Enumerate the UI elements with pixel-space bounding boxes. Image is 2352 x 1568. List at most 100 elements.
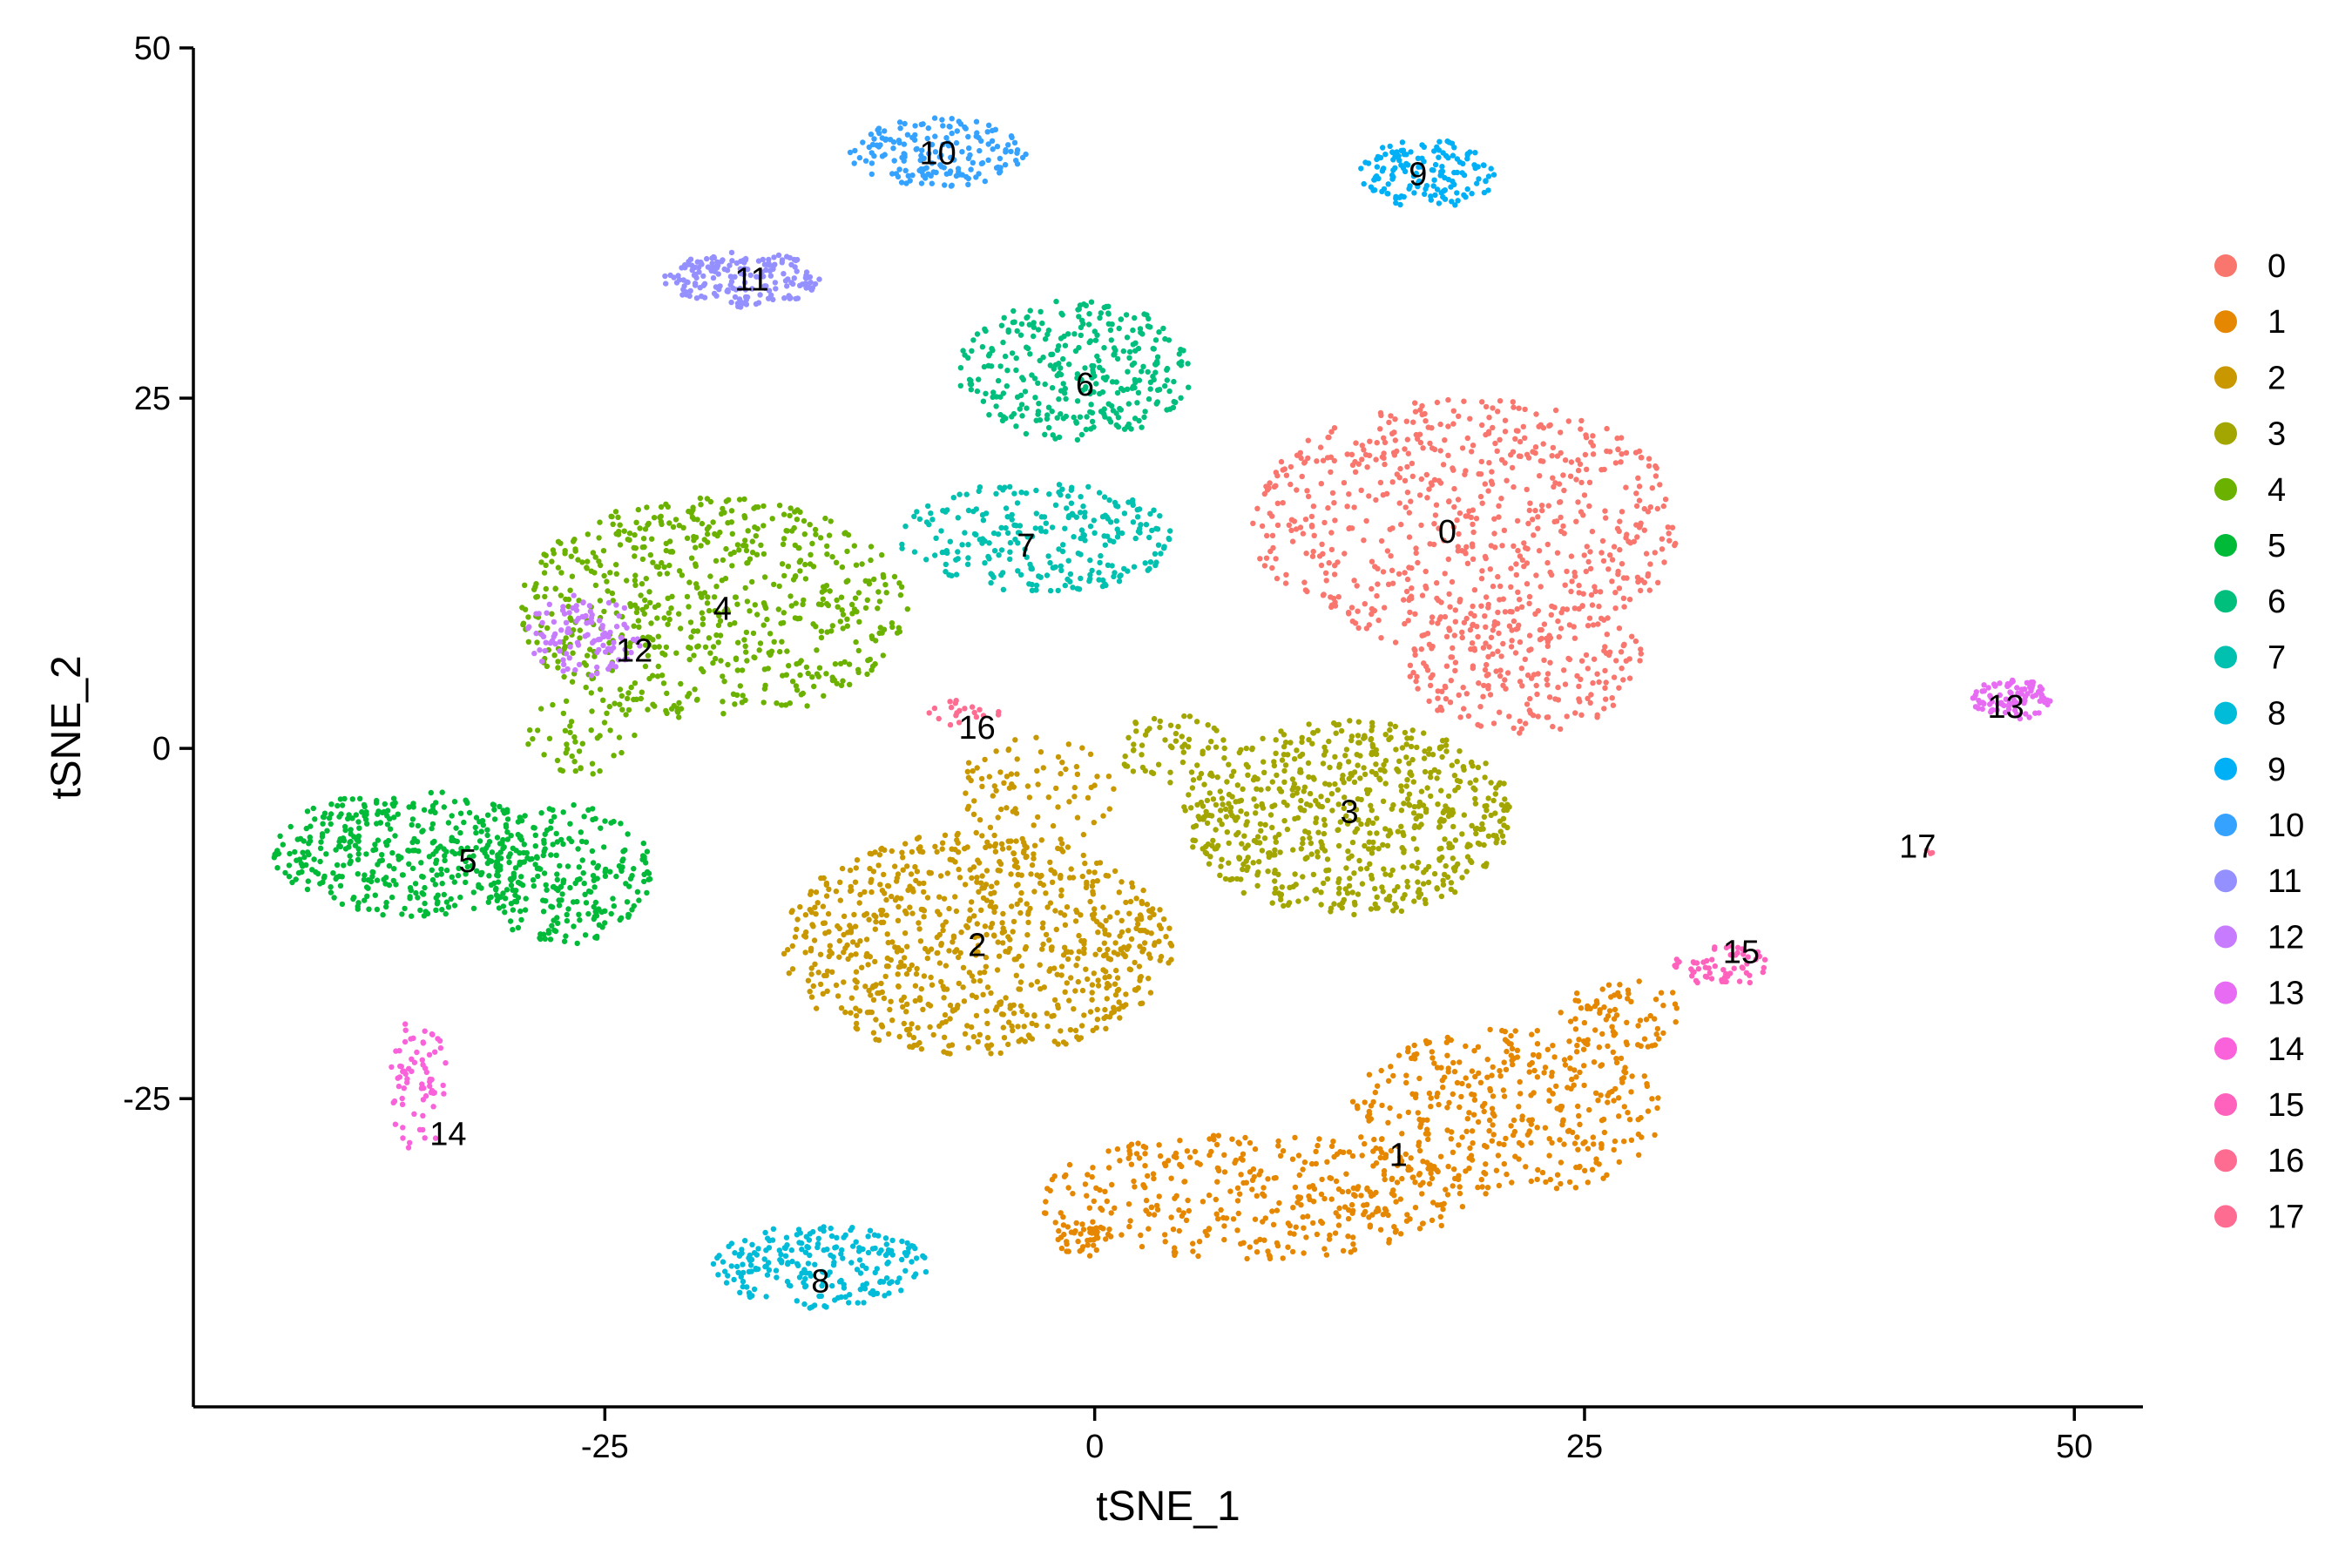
point (443, 899, 450, 905)
point (513, 888, 519, 894)
point (1257, 821, 1264, 828)
point (803, 664, 810, 671)
point (1437, 421, 1443, 428)
point (1006, 845, 1012, 851)
point (1603, 650, 1610, 656)
point (1412, 652, 1418, 658)
point (716, 612, 722, 619)
point (1298, 455, 1304, 462)
point (1470, 521, 1476, 528)
point (1373, 751, 1380, 757)
point (1072, 918, 1079, 924)
point (914, 965, 920, 972)
point (693, 697, 700, 703)
point (1151, 1212, 1158, 1218)
point (1497, 1068, 1503, 1074)
point (1568, 553, 1575, 559)
point (1021, 1024, 1027, 1030)
point (998, 322, 1005, 328)
point (341, 862, 347, 868)
point (639, 634, 646, 641)
point (1022, 946, 1029, 952)
point (642, 597, 648, 604)
point (1091, 1198, 1098, 1205)
point (601, 844, 607, 850)
point (1377, 426, 1383, 432)
point (542, 593, 548, 600)
point (1332, 603, 1339, 609)
point (1010, 319, 1017, 326)
point (1465, 713, 1472, 720)
point (1456, 1173, 1462, 1179)
point (964, 768, 971, 774)
point (1560, 472, 1566, 478)
point (1361, 537, 1367, 544)
point (1080, 831, 1087, 838)
point (1483, 555, 1489, 562)
point (1338, 727, 1345, 734)
point (1229, 812, 1235, 819)
point (1575, 1103, 1581, 1110)
point (854, 979, 860, 985)
point (443, 867, 450, 874)
point (845, 578, 851, 584)
point (1512, 436, 1518, 442)
point (1058, 893, 1064, 899)
point (924, 895, 931, 901)
point (439, 907, 445, 913)
point (1415, 879, 1421, 885)
point (996, 953, 1003, 959)
point (1297, 1194, 1304, 1200)
point (1025, 919, 1031, 926)
point (1261, 835, 1268, 841)
point (1428, 769, 1434, 776)
point (826, 886, 832, 893)
point (1291, 781, 1298, 787)
point (897, 591, 904, 598)
point (1367, 1222, 1374, 1228)
point (1073, 907, 1079, 914)
point (1345, 1215, 1352, 1222)
point (1038, 837, 1045, 843)
point (590, 873, 597, 879)
point (540, 909, 547, 915)
point (918, 986, 925, 992)
point (1615, 1095, 1622, 1101)
point (1049, 409, 1055, 415)
point (1100, 952, 1107, 959)
point (1289, 776, 1296, 782)
point (1449, 578, 1456, 585)
point (1436, 818, 1443, 825)
point (841, 913, 848, 920)
point (1536, 423, 1542, 429)
point (1666, 531, 1672, 537)
point (1308, 840, 1315, 847)
point (1483, 594, 1490, 600)
point (1205, 722, 1211, 728)
point (1047, 859, 1053, 865)
point (456, 850, 463, 856)
point (1424, 785, 1430, 791)
point (1078, 332, 1085, 339)
point (1418, 646, 1425, 652)
point (554, 757, 561, 764)
point (1085, 868, 1092, 875)
point (1235, 1210, 1242, 1217)
point (1289, 792, 1296, 799)
point (1616, 625, 1623, 632)
point (1139, 752, 1145, 758)
point (1385, 833, 1392, 839)
point (1612, 460, 1619, 466)
point (1536, 1053, 1542, 1060)
point (1495, 609, 1501, 616)
point (730, 691, 737, 697)
point (936, 960, 943, 966)
point (1428, 774, 1434, 781)
point (1447, 841, 1453, 847)
point (1556, 634, 1563, 640)
point (1300, 1213, 1306, 1220)
point (429, 876, 436, 883)
point (1442, 571, 1448, 577)
point (1534, 1028, 1541, 1034)
point (1242, 1134, 1248, 1141)
